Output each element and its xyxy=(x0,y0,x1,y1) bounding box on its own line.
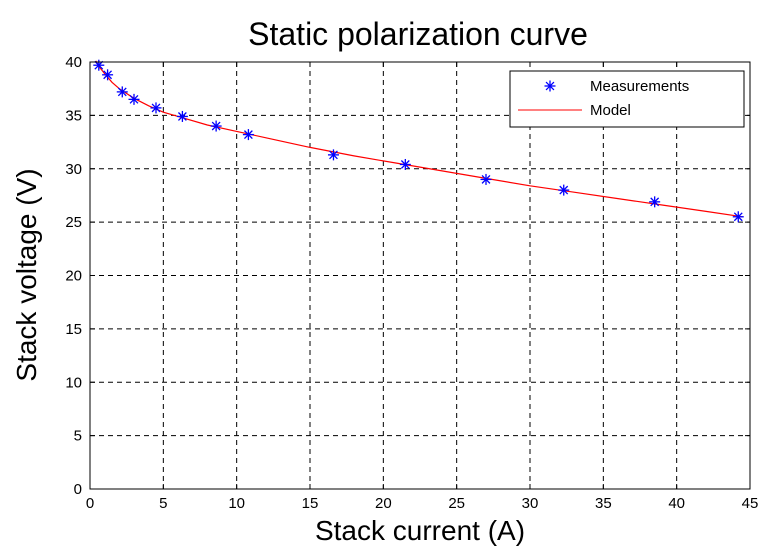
measurement-point xyxy=(176,110,188,122)
y-tick-label: 40 xyxy=(65,54,82,71)
y-tick-label: 25 xyxy=(65,214,82,231)
legend-measurements-marker xyxy=(544,80,556,92)
plot-frame xyxy=(89,61,751,490)
measurement-point xyxy=(128,93,140,105)
measurement-point xyxy=(558,184,570,196)
chart-title: Static polarization curve xyxy=(248,16,588,52)
y-tick-label: 20 xyxy=(65,268,82,285)
y-tick-label: 5 xyxy=(74,428,82,445)
legend-marker-asterisk xyxy=(544,80,556,92)
x-tick-label: 25 xyxy=(448,495,465,512)
x-tick-label: 5 xyxy=(159,495,167,512)
y-tick-label: 0 xyxy=(74,481,82,498)
measurement-point xyxy=(399,158,411,170)
legend-measurements-label: Measurements xyxy=(590,78,689,95)
y-tick-label: 35 xyxy=(65,107,82,124)
measurement-point xyxy=(150,102,162,114)
x-tick-label: 35 xyxy=(595,495,612,512)
measurement-point xyxy=(649,196,661,208)
measurement-point xyxy=(116,86,128,98)
x-tick-label: 10 xyxy=(228,495,245,512)
x-axis-ticks: 0 5 10 15 20 25 30 35 40 45 xyxy=(86,62,759,512)
x-tick-label: 30 xyxy=(522,495,539,512)
series-group xyxy=(93,59,744,223)
x-axis-label: Stack current (A) xyxy=(315,515,525,546)
x-tick-label: 20 xyxy=(375,495,392,512)
x-tick-label: 40 xyxy=(668,495,685,512)
y-tick-label: 30 xyxy=(65,161,82,178)
legend-box xyxy=(509,70,745,128)
x-tick-label: 15 xyxy=(302,495,319,512)
measurement-point xyxy=(732,211,744,223)
measurement-point xyxy=(102,69,114,81)
measurement-point xyxy=(93,59,105,71)
x-tick-label: 0 xyxy=(86,495,94,512)
x-tick-label: 45 xyxy=(742,495,759,512)
legend-model-label: Model xyxy=(590,102,631,119)
model-line xyxy=(95,60,743,218)
measurement-point xyxy=(480,173,492,185)
measurement-point xyxy=(210,120,222,132)
legend: Measurements Model xyxy=(509,70,745,128)
y-tick-label: 10 xyxy=(65,374,82,391)
measurement-point xyxy=(327,149,339,161)
measurement-point xyxy=(242,129,254,141)
y-axis-label: Stack voltage (V) xyxy=(11,168,42,381)
y-tick-label: 15 xyxy=(65,321,82,338)
